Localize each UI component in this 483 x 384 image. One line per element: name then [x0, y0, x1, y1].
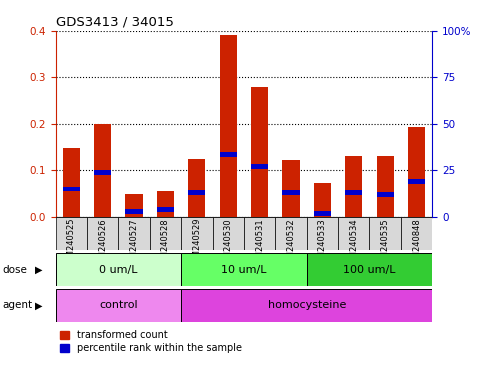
- Text: GSM240530: GSM240530: [224, 218, 233, 268]
- Bar: [150, 217, 181, 250]
- Bar: [126, 209, 142, 214]
- Text: GSM240848: GSM240848: [412, 218, 421, 269]
- Bar: [345, 190, 362, 195]
- Text: 10 um/L: 10 um/L: [221, 265, 267, 275]
- Bar: [283, 190, 299, 195]
- Text: GSM240526: GSM240526: [98, 218, 107, 268]
- Text: GSM240534: GSM240534: [349, 218, 358, 268]
- Bar: [157, 207, 174, 212]
- Bar: [314, 211, 331, 215]
- Bar: [275, 217, 307, 250]
- Text: homocysteine: homocysteine: [268, 300, 346, 311]
- Bar: [213, 217, 244, 250]
- Text: GSM240531: GSM240531: [255, 218, 264, 268]
- Bar: [244, 217, 275, 250]
- Bar: [220, 152, 237, 157]
- Bar: [307, 217, 338, 250]
- Text: GSM240535: GSM240535: [381, 218, 390, 268]
- Bar: [188, 159, 205, 217]
- Bar: [408, 127, 425, 217]
- Bar: [338, 217, 369, 250]
- Bar: [188, 190, 205, 195]
- Bar: [63, 187, 80, 191]
- Text: GSM240525: GSM240525: [67, 218, 76, 268]
- Text: GSM240529: GSM240529: [192, 218, 201, 268]
- Bar: [181, 289, 432, 322]
- Bar: [94, 170, 111, 175]
- Bar: [56, 217, 87, 250]
- Bar: [157, 191, 174, 217]
- Text: GSM240528: GSM240528: [161, 218, 170, 268]
- Bar: [251, 164, 268, 169]
- Bar: [56, 289, 181, 322]
- Bar: [401, 217, 432, 250]
- Bar: [220, 35, 237, 217]
- Text: GSM240532: GSM240532: [286, 218, 296, 268]
- Bar: [56, 253, 181, 286]
- Bar: [63, 148, 80, 217]
- Text: agent: agent: [2, 300, 32, 311]
- Bar: [377, 156, 394, 217]
- Bar: [369, 217, 401, 250]
- Text: GSM240533: GSM240533: [318, 218, 327, 269]
- Text: 100 um/L: 100 um/L: [343, 265, 396, 275]
- Text: dose: dose: [2, 265, 28, 275]
- Bar: [345, 156, 362, 217]
- Bar: [126, 194, 142, 217]
- Bar: [251, 87, 268, 217]
- Bar: [181, 217, 213, 250]
- Bar: [118, 217, 150, 250]
- Text: GDS3413 / 34015: GDS3413 / 34015: [56, 15, 173, 28]
- Text: ▶: ▶: [35, 265, 43, 275]
- Bar: [283, 160, 299, 217]
- Legend: transformed count, percentile rank within the sample: transformed count, percentile rank withi…: [60, 331, 242, 353]
- Text: GSM240527: GSM240527: [129, 218, 139, 268]
- Text: control: control: [99, 300, 138, 311]
- Bar: [181, 253, 307, 286]
- Bar: [87, 217, 118, 250]
- Text: 0 um/L: 0 um/L: [99, 265, 138, 275]
- Bar: [377, 192, 394, 197]
- Bar: [408, 179, 425, 184]
- Bar: [307, 253, 432, 286]
- Bar: [94, 124, 111, 217]
- Text: ▶: ▶: [35, 300, 43, 311]
- Bar: [314, 182, 331, 217]
